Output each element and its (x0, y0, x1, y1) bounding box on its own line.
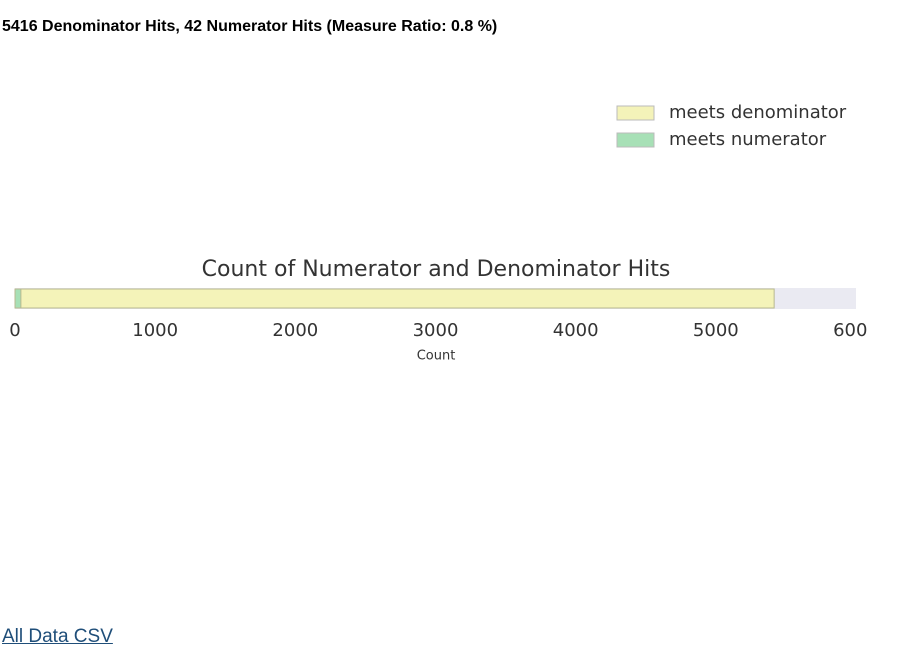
chart-title: Count of Numerator and Denominator Hits (202, 257, 671, 282)
legend-label: meets numerator (669, 129, 827, 150)
x-tick-label: 3000 (413, 320, 459, 341)
x-tick-label: 4000 (553, 320, 599, 341)
x-tick-label: 0 (9, 320, 20, 341)
csv-link[interactable]: All Data CSV (2, 626, 113, 647)
legend-swatch (616, 132, 655, 148)
header-title: 5416 Denominator Hits, 42 Numerator Hits… (2, 18, 498, 35)
x-axis-label: Count (417, 349, 456, 364)
legend-label: meets denominator (669, 102, 847, 123)
bar (14, 288, 775, 309)
chart: Count of Numerator and Denominator Hits … (9, 102, 868, 364)
x-tick-label: 6000 (833, 320, 868, 341)
legend-swatch (616, 105, 655, 121)
x-tick-label: 1000 (132, 320, 178, 341)
x-tick-label: 2000 (272, 320, 318, 341)
x-tick-label: 5000 (693, 320, 739, 341)
bar (14, 288, 22, 309)
